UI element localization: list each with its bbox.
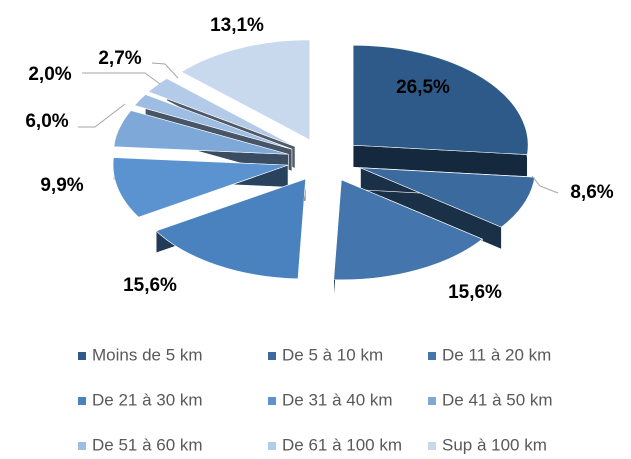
slice — [112, 157, 289, 218]
data-label: 26,5% — [396, 77, 450, 98]
slice — [134, 94, 293, 150]
legend-marker — [78, 397, 86, 405]
slice — [180, 39, 311, 141]
legend-marker — [268, 397, 276, 405]
slice — [155, 178, 306, 280]
legend-marker — [428, 397, 436, 405]
legend-label: De 41 à 50 km — [442, 390, 553, 409]
leader-line — [531, 175, 559, 194]
data-label: 2,7% — [98, 48, 141, 69]
leader-line — [78, 103, 126, 128]
slice — [147, 78, 296, 147]
legend-marker — [78, 442, 86, 450]
legend-label: De 31 à 40 km — [282, 390, 393, 409]
slice — [352, 44, 529, 155]
data-label: 15,6% — [448, 282, 502, 303]
slice — [333, 179, 483, 281]
legend-label: Sup à 100 km — [442, 435, 547, 454]
legend-label: De 51 à 60 km — [92, 435, 203, 454]
data-label: 15,6% — [123, 275, 177, 296]
legend-label: De 61 à 100 km — [282, 435, 402, 454]
legend-marker — [268, 442, 276, 450]
legend-label: De 21 à 30 km — [92, 390, 203, 409]
legend-marker — [428, 352, 436, 360]
data-label: 13,1% — [210, 15, 264, 36]
legend-label: Moins de 5 km — [92, 345, 203, 364]
legend-marker — [268, 352, 276, 360]
data-label: 8,6% — [570, 182, 613, 203]
leader-line — [151, 62, 179, 79]
legend-label: De 11 à 20 km — [442, 345, 551, 364]
legend-marker — [78, 352, 86, 360]
data-label: 2,0% — [28, 64, 71, 85]
slice — [113, 110, 289, 155]
slice — [360, 167, 536, 228]
legend-label: De 5 à 10 km — [282, 345, 383, 364]
data-label: 6,0% — [25, 111, 68, 132]
data-label: 9,9% — [40, 175, 83, 196]
leader-line — [82, 72, 161, 85]
legend-marker — [428, 442, 436, 450]
